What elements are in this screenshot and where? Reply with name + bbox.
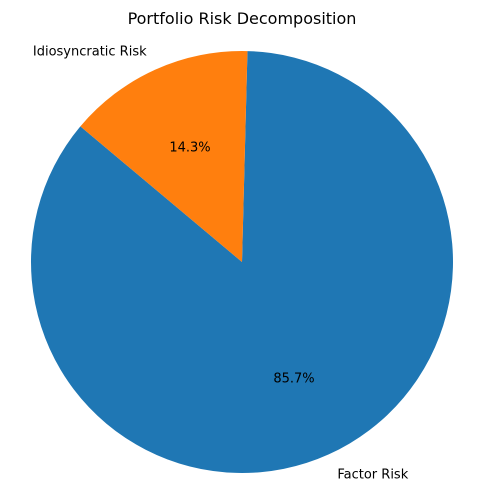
pie-slice-factor-risk (30, 51, 453, 474)
pie-percent-label: 14.3% (169, 141, 210, 156)
pie-category-label: Factor Risk (337, 468, 408, 483)
pie-percent-label: 85.7% (273, 371, 314, 386)
pie-slice-idiosyncratic-risk (80, 50, 248, 262)
chart-title: Portfolio Risk Decomposition (128, 9, 357, 28)
pie-labels: 85.7% Factor Risk 14.3% Idiosyncratic Risk (33, 44, 409, 482)
pie-category-label: Idiosyncratic Risk (33, 44, 147, 59)
pie-slices (30, 50, 453, 474)
